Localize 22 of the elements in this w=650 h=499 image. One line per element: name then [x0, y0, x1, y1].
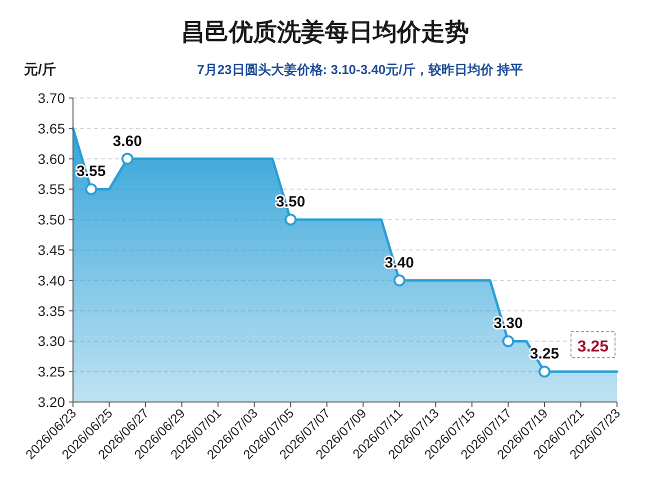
text: 3.40	[38, 272, 65, 288]
text: 3.65	[38, 120, 65, 136]
point	[85, 183, 98, 196]
y-axis-title: 元/斤	[23, 61, 56, 77]
point	[538, 366, 550, 378]
text: 3.35	[38, 302, 65, 319]
text: 3.25	[38, 364, 65, 380]
point	[121, 152, 134, 165]
point	[502, 335, 514, 348]
text: 3.20	[38, 394, 65, 410]
text: 3.70	[38, 90, 65, 106]
chart-subtitle: 7月23日圆头大姜价格: 3.10-3.40元/斤，较昨日均价 持平	[197, 62, 523, 77]
text: 3.60	[38, 150, 65, 167]
point	[393, 274, 406, 286]
text: 3.50	[38, 212, 65, 228]
data-label: 3.60	[112, 132, 142, 150]
text: 3.45	[38, 242, 65, 258]
text: 3.55	[38, 181, 65, 198]
point	[284, 214, 297, 226]
chart-title: 昌邑优质洗姜每日均价走势	[181, 18, 469, 46]
text: 3.30	[38, 333, 65, 350]
data-label: 3.25	[577, 338, 609, 356]
